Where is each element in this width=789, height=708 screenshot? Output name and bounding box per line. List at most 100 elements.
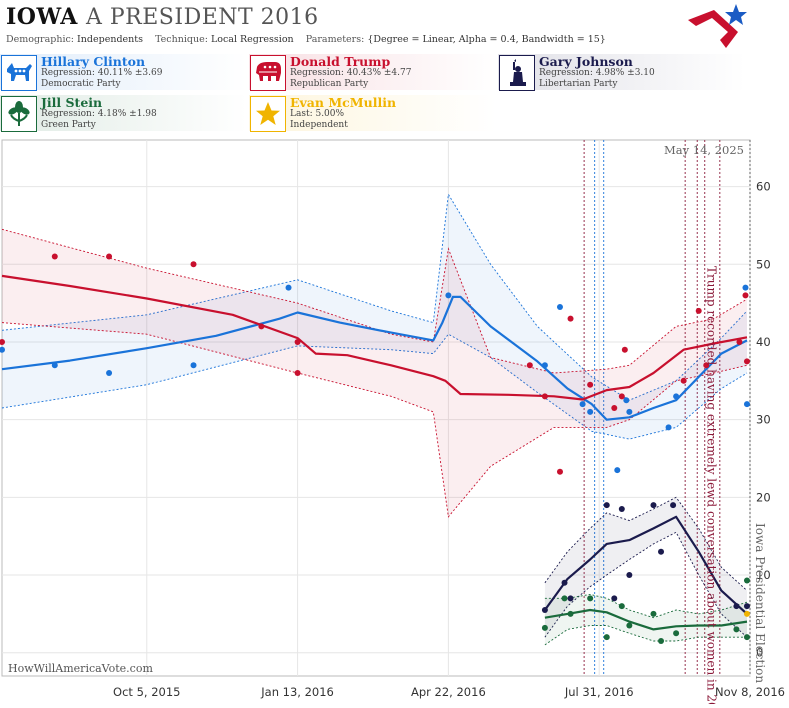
candidate-party: Republican Party [290,79,369,89]
state-name: IOWA [6,4,78,30]
candidate-card-donald-trump[interactable]: Donald Trump Regression: 40.43% ±4.77 Re… [249,54,496,91]
candidate-card-evan-mcmullin[interactable]: Evan McMullin Last: 5.00% Independent [249,95,496,132]
donald-trump-poll-point [611,405,618,411]
chart-date-label: May 14, 2025 [664,143,744,157]
y-tick-label: 0 [756,646,763,660]
jill-stein-poll-point [541,624,548,631]
evan-mcmullin-poll-point [743,610,750,617]
gary-johnson-poll-point [603,502,610,509]
page-title: IOWA A PRESIDENT 2016 [6,4,319,30]
candidate-party: Democratic Party [41,79,121,89]
candidate-name: Donald Trump [290,54,391,69]
candidate-stat: Regression: 4.18% ±1.98 [41,109,157,119]
gary-johnson-poll-point [561,579,568,586]
donald-trump-regression-line [1,274,748,401]
y-tick-label: 10 [756,568,771,582]
candidate-stat: Last: 5.00% [290,109,345,119]
jill-stein-confidence-band [544,594,747,645]
donald-trump-poll-point [618,393,625,400]
hillary-clinton-poll-point [743,401,750,408]
y-tick-label: 20 [756,490,771,504]
jill-stein-poll-point [603,634,610,641]
y-tick-label: 60 [756,180,771,194]
donald-trump-poll-point [294,338,301,345]
gary-johnson-poll-point [626,572,633,579]
hillary-clinton-poll-point [285,284,292,291]
donald-trump-poll-point [190,261,197,268]
hillary-clinton-poll-point [106,370,113,377]
x-tick-label: Oct 5, 2015 [113,685,180,699]
gary-johnson-poll-point [567,595,574,602]
star-icon [250,96,286,132]
gary-johnson-poll-point [541,606,548,613]
jill-stein-poll-point [658,638,665,645]
gary-johnson-poll-point [650,502,657,509]
donald-trump-confidence-band [2,229,747,517]
donald-trump-poll-point [51,253,58,260]
hillary-clinton-poll-point [556,304,563,311]
candidate-card-jill-stein[interactable]: Jill Stein Regression: 4.18% ±1.98 Green… [0,95,247,132]
candidate-name: Hillary Clinton [41,54,146,69]
hillary-clinton-confidence-band [2,194,747,440]
candidate-card-hillary-clinton[interactable]: Hillary Clinton Regression: 40.11% ±3.69… [0,54,247,91]
parameters-label: Parameters: [305,34,365,45]
gary-johnson-poll-point [733,603,740,610]
donald-trump-poll-point [294,370,301,377]
candidate-party: Independent [290,120,348,130]
y-tick-label: 50 [756,257,771,271]
donald-trump-poll-point [743,358,750,365]
hillary-clinton-poll-point [445,292,452,299]
y-tick-label: 30 [756,413,771,427]
event-annotation: Trump recorded having extremely lewd con… [705,266,719,704]
candidate-party: Libertarian Party [539,79,618,89]
technique-label: Technique: [155,34,208,45]
y-tick-label: 40 [756,335,771,349]
hillary-clinton-poll-point [579,401,586,408]
hillary-clinton-poll-point [541,362,548,369]
watermark: HowWillAmericaVote.com [8,662,153,675]
gary-johnson-poll-point [618,505,625,512]
hillary-clinton-poll-point [665,424,672,431]
candidate-name: Gary Johnson [539,54,633,69]
jill-stein-poll-point [743,577,750,584]
donald-trump-poll-point [703,362,710,369]
hillary-clinton-poll-point [626,408,633,415]
elephant-icon [250,55,286,91]
jill-stein-poll-point [673,630,680,637]
site-logo-icon[interactable] [686,2,748,50]
hillary-clinton-poll-point [190,362,197,369]
candidate-party: Green Party [41,120,96,130]
donald-trump-poll-point [680,377,687,384]
donald-trump-poll-point [736,338,743,345]
demographic-value: Independents [77,34,143,45]
hillary-clinton-poll-point [51,362,58,369]
x-tick-label: Jan 13, 2016 [260,685,334,699]
gary-johnson-poll-point [743,603,750,610]
plot-frame [1,139,751,677]
parameters-line: Demographic: Independents Technique: Loc… [6,34,606,45]
donald-trump-poll-point [742,292,749,299]
technique-value: Local Regression [210,34,294,45]
hillary-clinton-poll-point [587,408,594,415]
jill-stein-upper-bound [544,593,748,619]
hillary-clinton-poll-point [614,467,621,474]
hillary-clinton-poll-point [0,346,5,353]
donald-trump-lower-bound [1,322,748,518]
parameters-value: {Degree = Linear, Alpha = 0.4, Bandwidth… [367,34,606,45]
candidate-stat: Regression: 40.11% ±3.69 [41,68,163,78]
x-tick-label: Jul 31, 2016 [564,685,634,699]
hillary-clinton-poll-point [623,397,630,404]
donkey-icon [1,55,37,91]
x-tick-label: Apr 22, 2016 [411,685,486,699]
race-name: A PRESIDENT 2016 [86,5,319,30]
demographic-label: Demographic: [6,34,75,45]
donald-trump-poll-point [695,307,702,314]
donald-trump-poll-point [106,253,113,260]
jill-stein-poll-point [650,610,657,617]
jill-stein-poll-point [561,595,568,602]
candidate-stat: Regression: 40.43% ±4.77 [290,68,412,78]
candidate-card-gary-johnson[interactable]: Gary Johnson Regression: 4.98% ±3.10 Lib… [498,54,745,91]
jill-stein-regression-line [544,608,748,631]
gary-johnson-poll-point [611,595,618,602]
jill-stein-poll-point [567,610,574,617]
